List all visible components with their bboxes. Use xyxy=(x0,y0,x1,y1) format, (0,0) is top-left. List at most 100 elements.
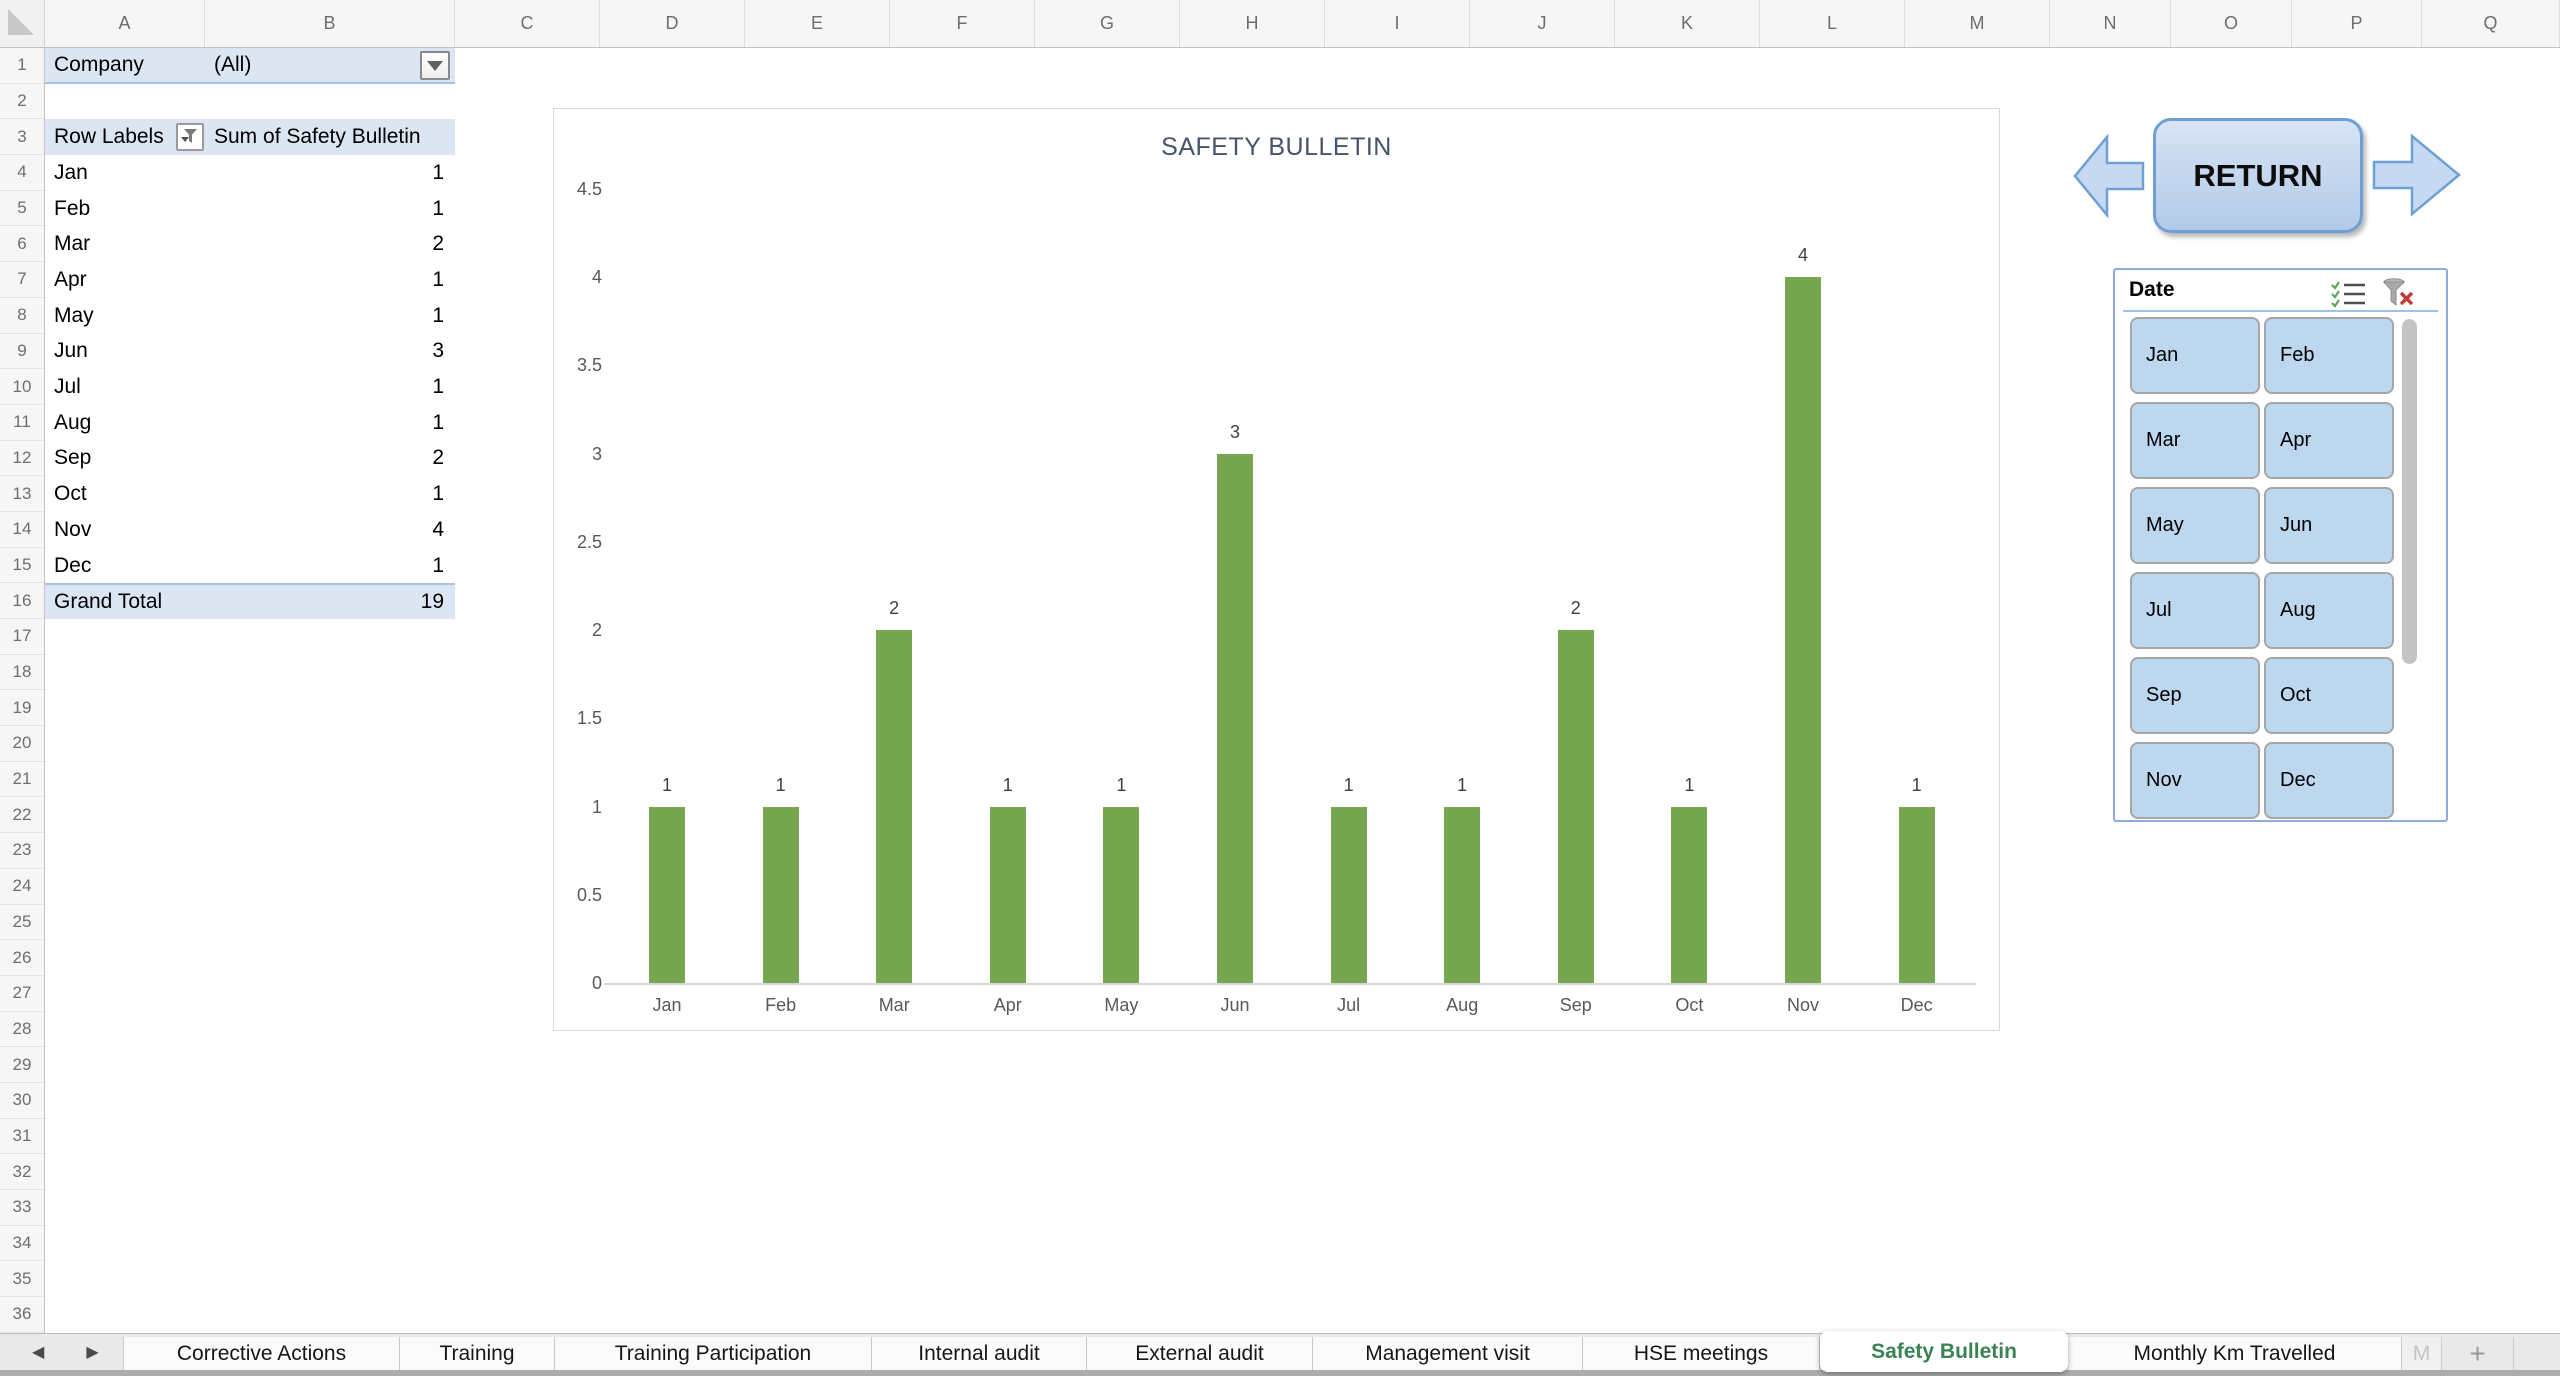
row-header-14[interactable]: 14 xyxy=(0,512,44,548)
pivot-row-label-jan[interactable]: Jan xyxy=(54,160,88,184)
bar-may[interactable] xyxy=(1103,806,1140,983)
slicer-button-mar[interactable]: Mar xyxy=(2130,402,2260,479)
row-header-4[interactable]: 4 xyxy=(0,155,44,191)
add-sheet-button[interactable]: + xyxy=(2442,1337,2514,1370)
column-header-O[interactable]: O xyxy=(2171,0,2292,47)
tab-overflow-partial[interactable]: M xyxy=(2402,1337,2442,1370)
back-arrow-shape[interactable] xyxy=(2073,132,2145,220)
pivot-filter-value-cell[interactable]: (All) xyxy=(205,48,455,84)
pivot-row-label-nov[interactable]: Nov xyxy=(54,517,92,541)
pivot-row-value-dec[interactable]: 1 xyxy=(432,553,444,577)
pivot-filter-field-cell[interactable]: Company xyxy=(45,48,205,84)
slicer-button-jun[interactable]: Jun xyxy=(2264,487,2394,564)
pivot-row-label-may[interactable]: May xyxy=(54,303,94,327)
column-header-K[interactable]: K xyxy=(1615,0,1760,47)
row-header-9[interactable]: 9 xyxy=(0,334,44,370)
slicer-button-dec[interactable]: Dec xyxy=(2264,742,2394,819)
row-header-36[interactable]: 36 xyxy=(0,1297,44,1333)
column-header-B[interactable]: B xyxy=(205,0,455,47)
row-header-16[interactable]: 16 xyxy=(0,583,44,619)
tab-internal-audit[interactable]: Internal audit xyxy=(872,1337,1087,1370)
bar-jun[interactable] xyxy=(1217,453,1253,983)
pivot-row-label-jul[interactable]: Jul xyxy=(54,375,81,399)
bar-sep[interactable] xyxy=(1557,630,1594,983)
tab-hse-meetings[interactable]: HSE meetings xyxy=(1583,1337,1820,1370)
slicer-button-may[interactable]: May xyxy=(2130,487,2260,564)
column-header-G[interactable]: G xyxy=(1035,0,1180,47)
safety-bulletin-chart[interactable]: SAFETY BULLETIN 0 0.5 1 1.5 2 2.5 3 3.5 4 4.5 1 Jan… xyxy=(553,108,2000,1031)
pivot-row-value-jul[interactable]: 1 xyxy=(432,375,444,399)
return-button[interactable]: RETURN xyxy=(2153,118,2363,233)
row-header-27[interactable]: 27 xyxy=(0,976,44,1012)
column-header-L[interactable]: L xyxy=(1760,0,1905,47)
tab-scroll-right-icon[interactable]: ▶ xyxy=(86,1343,99,1361)
row-header-30[interactable]: 30 xyxy=(0,1083,44,1119)
pivot-values-header-cell[interactable]: Sum of Safety Bulletin xyxy=(205,119,455,156)
row-header-5[interactable]: 5 xyxy=(0,191,44,227)
row-header-8[interactable]: 8 xyxy=(0,298,44,334)
row-header-19[interactable]: 19 xyxy=(0,690,44,727)
row-header-2[interactable]: 2 xyxy=(0,84,44,120)
pivot-row-label-oct[interactable]: Oct xyxy=(54,482,87,506)
bar-mar[interactable] xyxy=(876,630,913,983)
row-header-15[interactable]: 15 xyxy=(0,548,44,584)
row-header-21[interactable]: 21 xyxy=(0,762,44,798)
column-header-P[interactable]: P xyxy=(2292,0,2422,47)
row-header-32[interactable]: 32 xyxy=(0,1154,44,1190)
pivot-grand-total-label-cell[interactable]: Grand Total xyxy=(45,583,205,620)
tab-corrective-actions[interactable]: Corrective Actions xyxy=(123,1337,400,1370)
bar-jul[interactable] xyxy=(1330,806,1367,983)
slicer-button-nov[interactable]: Nov xyxy=(2130,742,2260,819)
bar-feb[interactable] xyxy=(762,806,799,983)
pivot-row-value-may[interactable]: 1 xyxy=(432,303,444,327)
bar-nov[interactable] xyxy=(1785,277,1821,983)
pivot-row-value-jan[interactable]: 1 xyxy=(432,160,444,184)
row-header-10[interactable]: 10 xyxy=(0,369,44,405)
slicer-button-aug[interactable]: Aug xyxy=(2264,572,2394,649)
slicer-button-jan[interactable]: Jan xyxy=(2130,317,2260,394)
row-header-26[interactable]: 26 xyxy=(0,940,44,976)
pivot-row-label-dec[interactable]: Dec xyxy=(54,553,92,577)
slicer-button-sep[interactable]: Sep xyxy=(2130,657,2260,734)
tab-scroll-left-icon[interactable]: ◀ xyxy=(32,1343,45,1361)
pivot-row-value-apr[interactable]: 1 xyxy=(432,267,444,291)
pivot-row-label-mar[interactable]: Mar xyxy=(54,232,91,256)
row-header-31[interactable]: 31 xyxy=(0,1119,44,1155)
column-header-A[interactable]: A xyxy=(45,0,205,47)
row-header-17[interactable]: 17 xyxy=(0,619,44,655)
slicer-clear-filter-button[interactable] xyxy=(2382,278,2415,313)
pivot-row-value-nov[interactable]: 4 xyxy=(432,517,444,541)
column-header-E[interactable]: E xyxy=(745,0,890,47)
tab-training[interactable]: Training xyxy=(400,1337,555,1370)
row-header-25[interactable]: 25 xyxy=(0,905,44,941)
column-header-M[interactable]: M xyxy=(1905,0,2050,47)
pivot-row-label-aug[interactable]: Aug xyxy=(54,410,92,434)
pivot-row-value-oct[interactable]: 1 xyxy=(432,482,444,506)
column-header-N[interactable]: N xyxy=(2050,0,2171,47)
pivot-row-label-apr[interactable]: Apr xyxy=(54,267,87,291)
pivot-row-value-jun[interactable]: 3 xyxy=(432,339,444,363)
bar-jan[interactable] xyxy=(649,806,685,983)
select-all-corner[interactable] xyxy=(0,0,45,47)
pivot-row-label-feb[interactable]: Feb xyxy=(54,196,91,220)
slicer-button-feb[interactable]: Feb xyxy=(2264,317,2394,394)
row-header-24[interactable]: 24 xyxy=(0,869,44,905)
bar-apr[interactable] xyxy=(989,806,1026,983)
row-header-13[interactable]: 13 xyxy=(0,476,44,512)
slicer-multiselect-button[interactable] xyxy=(2331,280,2367,313)
forward-arrow-shape[interactable] xyxy=(2372,131,2462,219)
pivot-row-label-sep[interactable]: Sep xyxy=(54,446,92,470)
row-header-11[interactable]: 11 xyxy=(0,405,44,441)
pivot-grand-total-value-cell[interactable]: 19 xyxy=(205,583,455,620)
filter-dropdown-button[interactable] xyxy=(420,51,450,80)
row-header-34[interactable]: 34 xyxy=(0,1226,44,1262)
slicer-button-jul[interactable]: Jul xyxy=(2130,572,2260,649)
column-header-I[interactable]: I xyxy=(1325,0,1470,47)
column-header-J[interactable]: J xyxy=(1470,0,1615,47)
bar-oct[interactable] xyxy=(1671,806,1708,983)
pivot-row-value-aug[interactable]: 1 xyxy=(432,410,444,434)
row-header-33[interactable]: 33 xyxy=(0,1190,44,1226)
pivot-row-value-mar[interactable]: 2 xyxy=(432,232,444,256)
pivot-row-value-feb[interactable]: 1 xyxy=(432,196,444,220)
row-labels-filter-button[interactable] xyxy=(176,123,204,152)
